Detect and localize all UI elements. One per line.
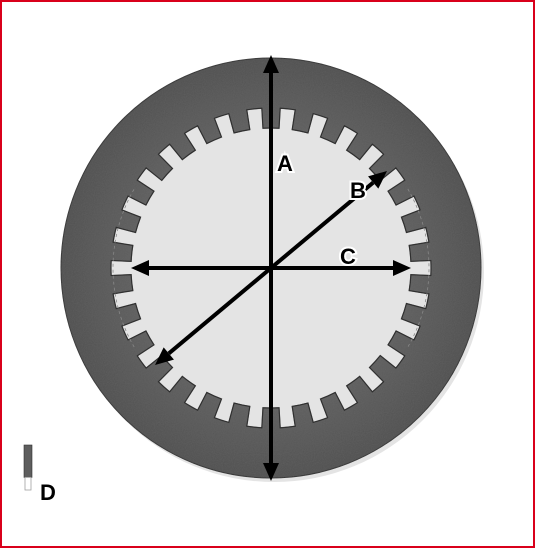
dimension-d-label: D — [40, 480, 56, 505]
svg-text:A: A — [277, 151, 293, 176]
diagram-svg: AA BB CC D — [0, 0, 535, 548]
dimension-b-label: BB — [350, 178, 366, 203]
diagram-frame: AA BB CC D — [0, 0, 535, 548]
dimension-c-label: CC — [340, 244, 356, 269]
svg-text:B: B — [350, 178, 366, 203]
svg-text:C: C — [340, 244, 356, 269]
dimension-d-icon: D — [24, 445, 56, 505]
dimension-a-label: AA — [277, 151, 293, 176]
